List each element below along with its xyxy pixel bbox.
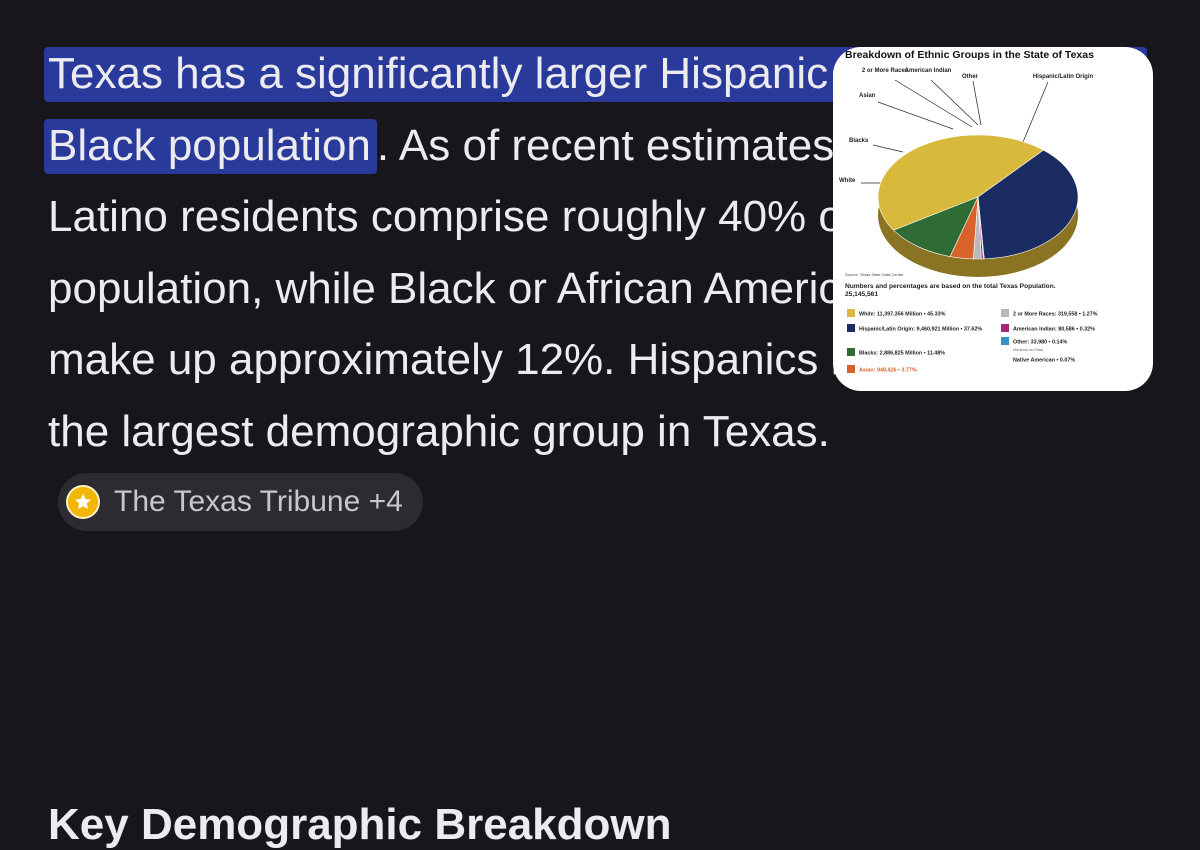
legend-swatch: [1001, 337, 1009, 345]
legend-label: Blacks: 2,886,825 Million • 11.48%: [859, 351, 945, 357]
source-chip-label: The Texas Tribune +4: [114, 484, 403, 518]
chart-note: Numbers and percentages are based on the…: [845, 283, 1056, 298]
legend-label: Native American • 0.07%: [1013, 358, 1075, 364]
pie-slice-blacks: [893, 196, 979, 257]
chart-source: Source: Texas State Data Center: [845, 272, 904, 277]
pie-slice-hispanic: [977, 149, 1079, 260]
pie: [877, 134, 1079, 277]
callout-blacks: Blacks: [849, 138, 869, 144]
legend-swatch: [1001, 309, 1009, 317]
legend-swatch: [1001, 324, 1009, 332]
callout-two-or-more: 2 or More Races: [862, 68, 909, 74]
chart-thumbnail[interactable]: Breakdown of Ethnic Groups in the State …: [833, 47, 1153, 391]
legend-swatch: [847, 348, 855, 356]
ethnic-groups-pie-chart: Breakdown of Ethnic Groups in the State …: [839, 49, 1098, 374]
legend-label: White: 11,397,356 Million • 45.33%: [859, 312, 946, 318]
pie-slice-white: [877, 134, 1045, 231]
legend-label: Other: 33,980 • 0.14%: [1013, 340, 1068, 346]
legend-label: American Indian: 80,586 • 0.32%: [1013, 327, 1095, 333]
legend-label: 2 or More Races: 319,558 • 1.27%: [1013, 312, 1098, 318]
chart-legend: White: 11,397,356 Million • 45.33% Hispan…: [847, 309, 1098, 374]
legend-label: Hispanic/Latin Origin: 9,460,921 Million…: [859, 327, 982, 333]
callout-white: White: [839, 178, 856, 184]
legend-swatch: [847, 324, 855, 332]
chart-title: Breakdown of Ethnic Groups in the State …: [845, 49, 1094, 61]
legend-note: Not show on Chart: [1013, 348, 1043, 352]
callout-hispanic: Hispanic/Latin Origin: [1033, 74, 1094, 80]
legend-swatch: [847, 365, 855, 373]
section-heading: Key Demographic Breakdown: [48, 800, 672, 849]
callout-american-indian: American Indian: [905, 68, 952, 74]
callout-leader-lines: [861, 79, 1049, 184]
legend-label: Asian: 948,426 • 3.77%: [859, 368, 917, 374]
callout-asian: Asian: [859, 93, 876, 99]
star-icon: [66, 484, 100, 519]
legend-swatch: [847, 309, 855, 317]
source-chip[interactable]: The Texas Tribune +4: [58, 472, 423, 531]
callout-other: Other: [962, 74, 979, 80]
